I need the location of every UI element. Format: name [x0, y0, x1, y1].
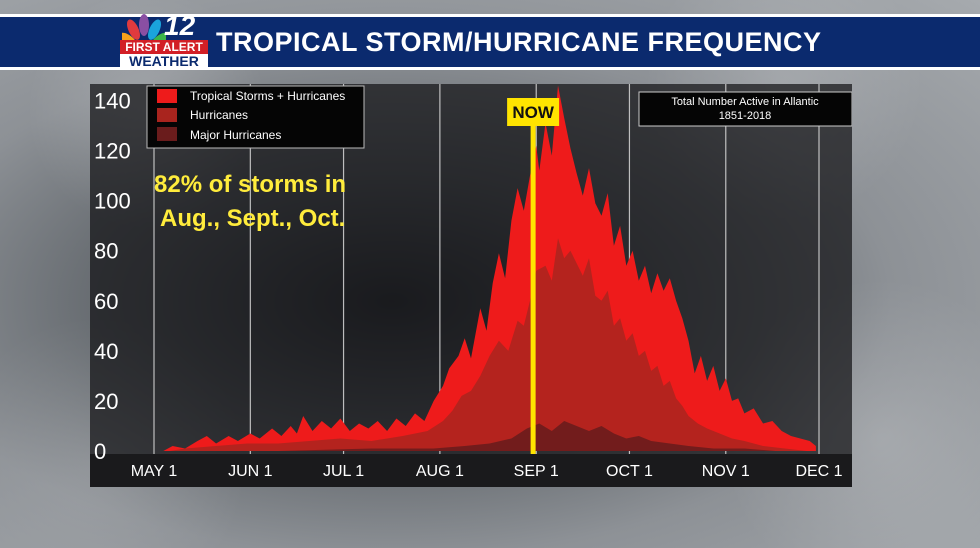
- x-tick-label-0: MAY 1: [131, 463, 178, 480]
- now-label-box: [507, 98, 560, 126]
- y-tick-label-3: 60: [94, 289, 118, 314]
- info-box: Total Number Active in Allantic 1851-201…: [638, 91, 852, 127]
- x-tick-label-2: JUL 1: [323, 463, 364, 480]
- y-tick-label-4: 80: [94, 239, 118, 264]
- legend-swatch-tropical: [157, 89, 177, 103]
- logo-first-alert: FIRST ALERT: [120, 40, 208, 54]
- x-tick-label-1: JUN 1: [228, 463, 273, 480]
- x-tick-label-3: AUG 1: [416, 463, 464, 480]
- legend: Tropical Storms + Hurricanes Hurricanes …: [146, 85, 365, 149]
- area-series-0: [163, 85, 816, 451]
- callout-line-2: Aug., Sept., Oct.: [160, 205, 345, 232]
- x-tick-label-7: DEC 1: [795, 463, 842, 480]
- legend-label-hurricanes: Hurricanes: [190, 108, 248, 122]
- legend-label-tropical: Tropical Storms + Hurricanes: [190, 89, 345, 103]
- station-logo: 12 FIRST ALERT WEATHER: [118, 10, 210, 70]
- x-tick-label-5: OCT 1: [606, 463, 653, 480]
- info-line-1: Total Number Active in Allantic: [671, 96, 819, 108]
- legend-swatch-major: [157, 127, 177, 141]
- logo-weather: WEATHER: [120, 54, 208, 69]
- banner-title: TROPICAL STORM/HURRICANE FREQUENCY: [216, 27, 822, 57]
- y-tick-label-7: 140: [94, 89, 131, 114]
- peacock-icon: [122, 14, 166, 40]
- callout-line-1: 82% of storms in: [154, 171, 346, 198]
- x-axis-band: [90, 454, 852, 487]
- x-tick-label-6: NOV 1: [702, 463, 750, 480]
- chart-panel: MAY 1 JUN 1 JUL 1 AUG 1 SEP 1 OCT 1 NOV 1 DEC 1…: [90, 84, 852, 487]
- now-label: NOW: [512, 103, 555, 122]
- y-tick-label-6: 120: [94, 139, 131, 164]
- x-tick-label-4: SEP 1: [514, 463, 559, 480]
- legend-label-major: Major Hurricanes: [190, 128, 281, 142]
- info-line-2: 1851-2018: [719, 110, 772, 122]
- frequency-chart: MAY 1 JUN 1 JUL 1 AUG 1 SEP 1 OCT 1 NOV 1 DEC 1…: [90, 84, 852, 487]
- legend-swatch-hurricanes: [157, 108, 177, 122]
- area-series-1: [169, 238, 807, 451]
- y-tick-label-5: 100: [94, 189, 131, 214]
- y-tick-label-0: 0: [94, 439, 106, 464]
- callout: 82% of storms in Aug., Sept., Oct.: [154, 171, 346, 232]
- area-series-2: [278, 421, 776, 451]
- y-tick-label-2: 40: [94, 339, 118, 364]
- y-tick-label-1: 20: [94, 389, 118, 414]
- logo-number: 12: [164, 10, 196, 41]
